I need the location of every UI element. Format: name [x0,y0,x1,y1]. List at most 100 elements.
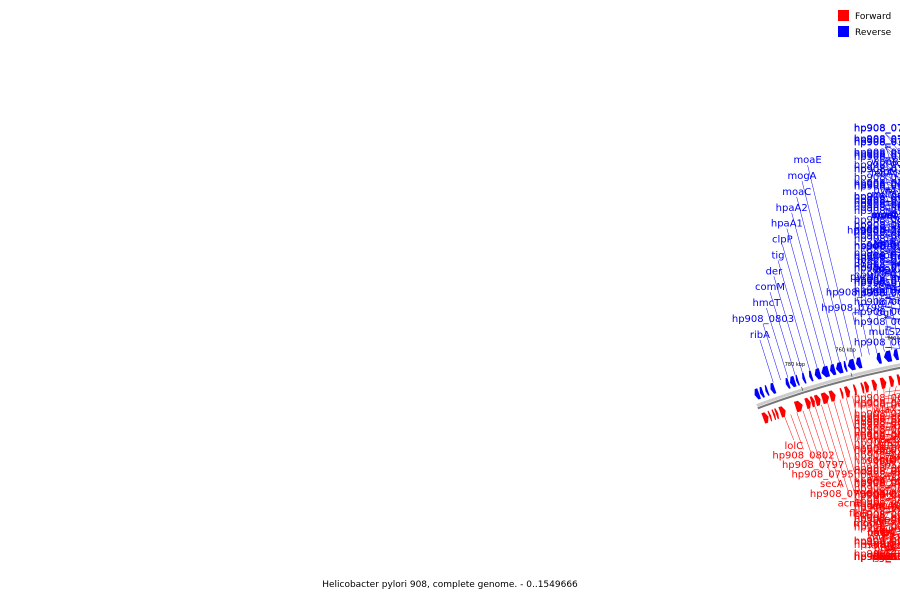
forward-gene-label: wlaX [873,405,897,416]
forward-gene-label: adk [876,447,894,458]
backbone-shadow [756,363,900,407]
forward-gene-label: hp908_0802 [772,451,834,462]
reverse-gene-label: hp908_0746 [854,138,900,149]
reverse-gene-label: mcp [874,269,896,280]
forward-gene-label: hp908_0772 [854,445,900,456]
forward-gene-label: flhB [849,509,869,520]
reverse-gene-label: yjeE [874,238,895,249]
forward-gene-label: rloF [876,457,895,468]
reverse-gene-arrow [770,382,777,394]
genome-backbone [756,363,900,410]
forward-gene-label: hp908_0618 [854,552,900,563]
forward-gene-label: fliS [877,549,892,560]
forward-gene-label: trmB [873,552,898,563]
reverse-gene-label: hp908_0791 [854,180,900,191]
legend-label-reverse: Reverse [855,28,892,38]
reverse-gene-arrow [883,350,893,362]
rev-leader-line [884,158,900,213]
reverse-gene-arrow [790,375,797,388]
rev-leader-line [769,292,796,376]
fwd-leader-line [884,385,897,434]
forward-gene-label: hp908_0680 [854,516,900,527]
forward-gene-label: hp908_0756 [854,488,900,499]
reverse-gene-label: hp908_0608 [854,259,900,270]
reverse-gene-label: dnaX [872,264,898,275]
reverse-gene-label: hp908_0735 [854,192,900,203]
forward-gene-label: hp908_0759 [854,510,900,521]
reverse-gene-arrow [821,365,831,378]
rev-leader-line [759,339,774,383]
forward-gene-label: hp908_0672 [854,425,900,436]
fwd-leader-line [884,461,900,499]
reverse-gene-label: hp908_0655 [854,274,900,285]
forward-gene-label: hp908_0657 [854,552,900,563]
forward-gene-label: hp908_0764 [854,424,900,435]
reverse-gene-label: bioF [875,250,896,261]
fwd-leader-line [827,402,860,508]
reverse-gene-label: hp908_0666 [854,297,900,308]
forward-gene-label: fliP [877,442,892,453]
rev-leader-line [884,143,900,194]
leader-lines [759,133,900,552]
tick-label: 780 kbp [785,362,805,368]
rev-leader-line [762,323,781,381]
fwd-leader-line [858,394,886,552]
reverse-gene-label: hp908_0633 [854,337,900,348]
reverse-gene-label: hp908_0799 [826,287,888,298]
reverse-gene-arrow [836,362,844,374]
reverse-gene-label: hp908_0704 [854,147,900,158]
reverse-gene-label: hp908_0744 [854,278,900,289]
fwd-leader-line [790,414,804,450]
forward-gene-label: hp908_0607 [854,552,900,563]
forward-gene-arrow [863,381,869,393]
forward-gene-label: ftsX [875,552,894,563]
fwd-leader-line [883,388,886,413]
forward-gene-label: hp908_0673 [854,451,900,462]
forward-gene-label: hp908_0684 [854,503,900,514]
forward-gene-label: mobA [853,519,882,530]
reverse-gene-label: hp908_0741 [854,152,900,163]
backbone-line [757,366,900,410]
forward-gene-label: vacA1 [870,500,900,511]
reverse-gene-label: comM [755,282,785,293]
reverse-gene-label: serB [874,286,896,297]
forward-gene-label: hp908_0729 [854,467,900,478]
forward-gene-label: hp908_0745 [854,398,900,409]
reverse-gene-label: hp908_0706 [854,173,900,184]
reverse-gene-label: tig [771,250,784,261]
reverse-gene-label: hp908_0708 [854,288,900,299]
forward-gene-label: hp908_0667 [854,540,900,551]
reverse-gene-label: hp908_0732 [854,234,900,245]
reverse-gene-label: hp908_0740 [854,181,900,192]
forward-gene-arrow [820,392,830,405]
forward-gene-label: hp908_0696 [854,417,900,428]
reverse-gene-arrow [754,388,761,400]
rev-leader-line [877,235,900,349]
forward-gene-label: murA [871,502,898,513]
forward-gene-label: hemE [871,552,900,563]
forward-gene-label: hp908_0797 [782,460,844,471]
forward-gene-arrow [860,382,865,394]
fwd-leader-line [802,410,823,469]
tick-mark [801,386,804,391]
forward-gene-label: hp908_0758 [854,499,900,510]
rev-leader-line [861,281,878,354]
legend-swatch-reverse [838,26,849,37]
fwd-leader-line [884,484,900,521]
forward-gene-label: lolC [784,441,803,452]
fwd-leader-line [845,397,885,538]
forward-gene-label: hp908_0612 [854,552,900,563]
reverse-gene-arrow [847,358,856,371]
forward-gene-label: hp908_0697 [854,429,900,440]
forward-gene-arrow [767,410,773,422]
reverse-gene-label: hp908_0723 [854,225,900,236]
reverse-gene-label: hp908_0691 [854,180,900,191]
forward-gene-label: comGF [868,455,900,466]
reverse-gene-label: fucT [874,263,896,274]
reverse-gene-label: hp908_0803 [732,314,794,325]
forward-gene-label: yuiF [874,539,895,550]
forward-gene-arrow [828,390,836,402]
reverse-gene-label: hp908_0782 [854,226,900,237]
forward-gene-label: hp908_0753 [854,521,900,532]
